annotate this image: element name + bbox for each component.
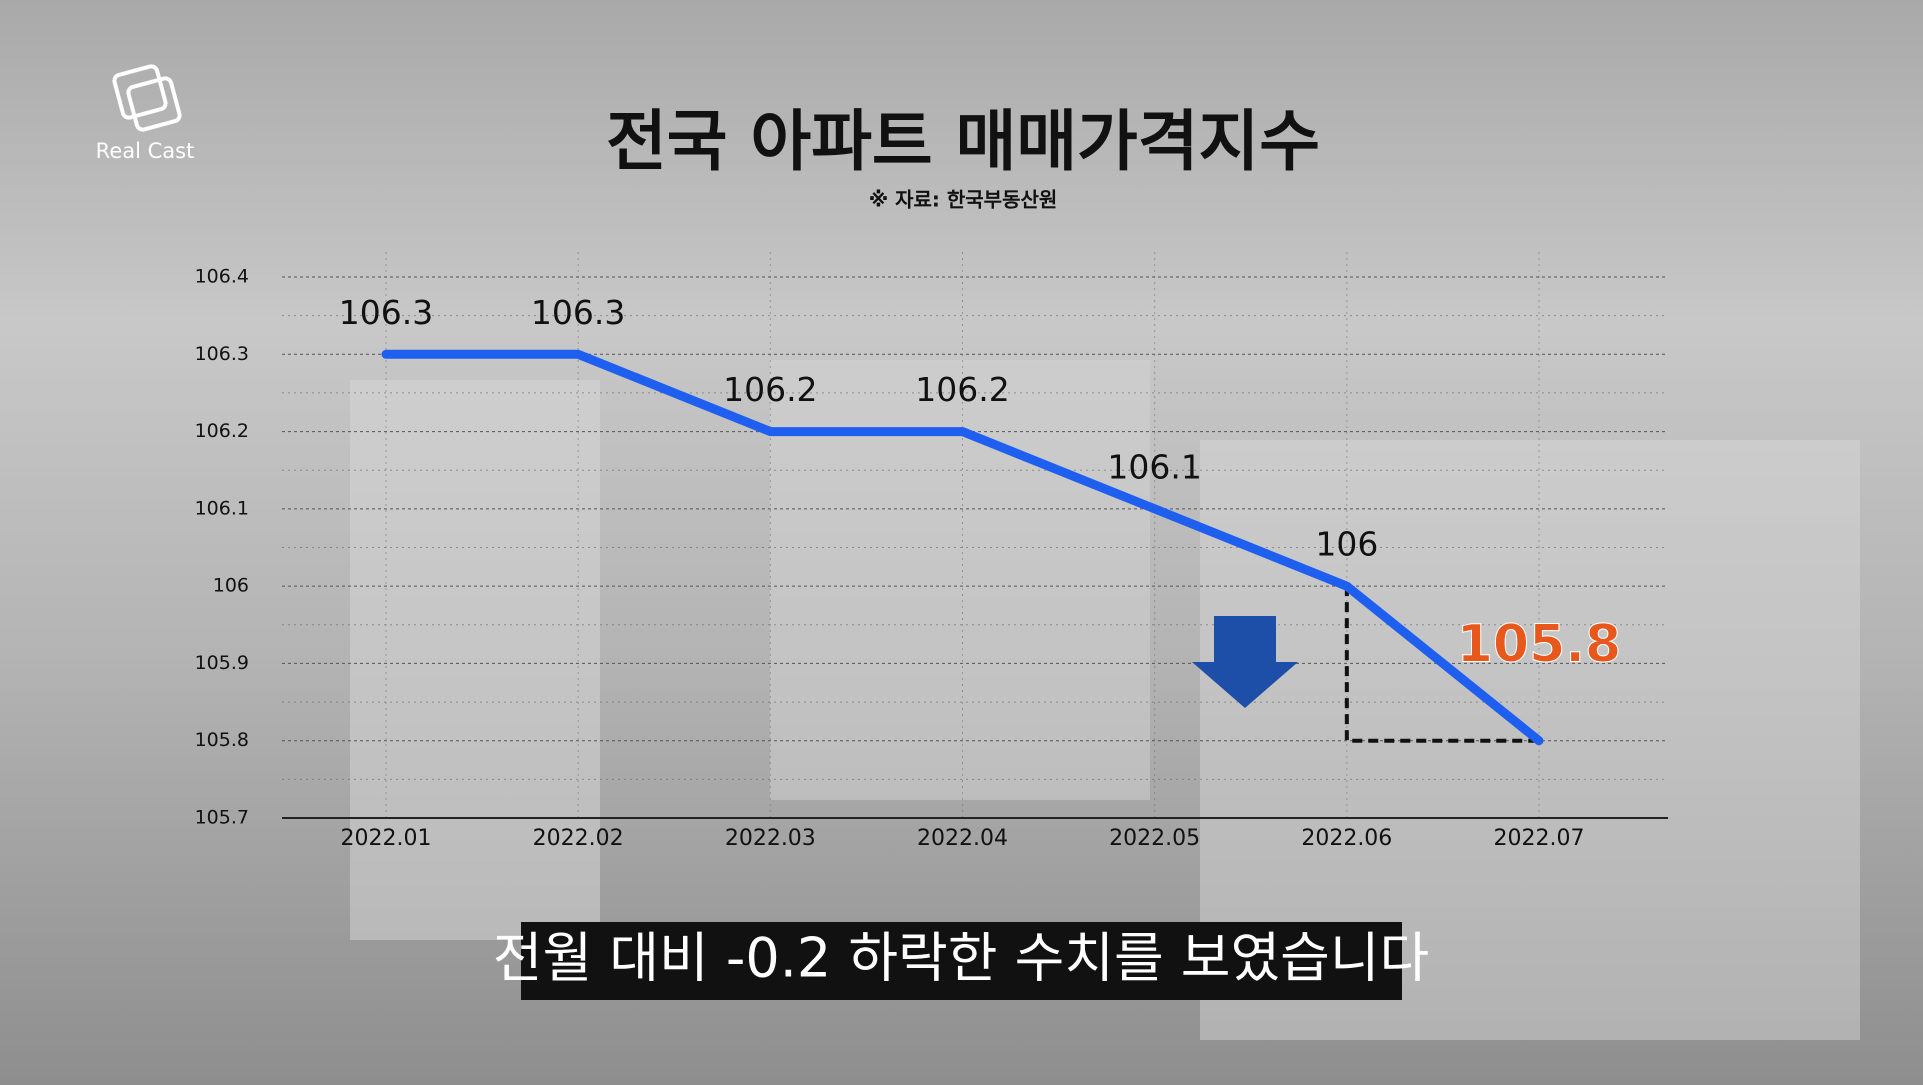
data-label: 106.1 <box>1107 447 1201 486</box>
y-tick-label: 106.2 <box>195 420 249 442</box>
y-tick-label: 106.4 <box>195 266 249 288</box>
y-tick-label: 105.8 <box>195 729 249 751</box>
x-tick-label: 2022.05 <box>1109 826 1200 851</box>
y-tick-label: 105.7 <box>195 807 249 829</box>
x-tick-label: 2022.03 <box>725 826 816 851</box>
logo-icon <box>112 64 168 120</box>
x-tick-label: 2022.07 <box>1494 826 1585 851</box>
x-tick-label: 2022.06 <box>1301 826 1392 851</box>
y-tick-label: 105.9 <box>195 652 249 674</box>
plot: 2022.01 2022.02 2022.03 2022.04 2022.05 2022.… <box>195 252 1668 851</box>
x-tick-label: 2022.02 <box>533 826 624 851</box>
data-label: 106.2 <box>915 370 1009 409</box>
data-label: 106.3 <box>531 293 625 332</box>
chart-subtitle: ※ 자료: 한국부동산원 <box>869 188 1058 212</box>
y-tick-label: 106.1 <box>195 497 249 519</box>
caption: 전월 대비 -0.2 하락한 수치를 보였습니다 <box>493 927 1429 990</box>
x-tick-label: 2022.01 <box>341 826 432 851</box>
y-tick-label: 106.3 <box>195 343 249 365</box>
x-tick-label: 2022.04 <box>917 826 1008 851</box>
down-arrow <box>1192 616 1298 708</box>
building <box>770 360 1150 800</box>
data-label: 105.8 <box>1457 615 1621 675</box>
data-label: 106.3 <box>339 293 433 332</box>
y-tick-label: 106 <box>213 575 249 597</box>
arrow-head <box>1192 662 1298 708</box>
arrow-body <box>1214 616 1276 662</box>
logo-text: Real Cast <box>96 139 195 163</box>
drop-guide <box>1344 586 1539 743</box>
data-label: 106 <box>1315 525 1378 564</box>
building <box>350 380 600 940</box>
data-label: 106.2 <box>723 370 817 409</box>
logo: Real Cast <box>96 64 195 163</box>
chart-title: 전국 아파트 매매가격지수 <box>606 103 1320 180</box>
line <box>381 349 1544 746</box>
logo-icon <box>126 76 182 132</box>
caption-box <box>521 922 1402 1000</box>
